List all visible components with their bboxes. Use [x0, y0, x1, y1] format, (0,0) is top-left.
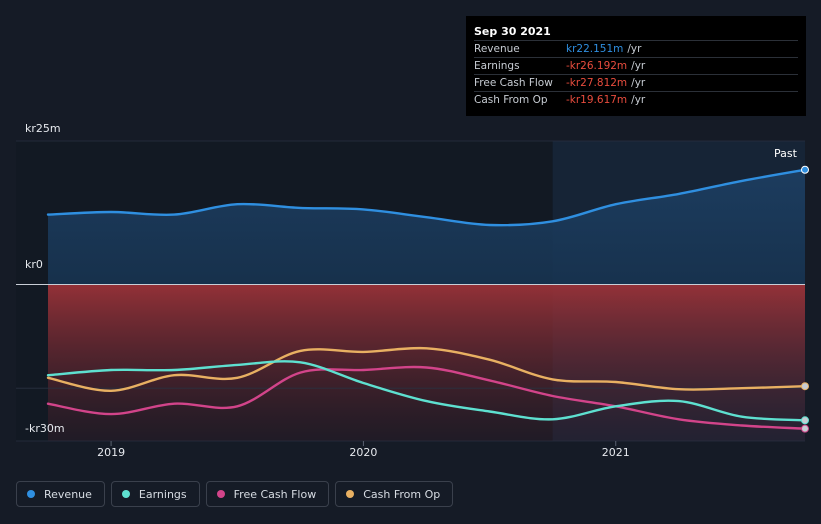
- tooltip-value: kr22.151m: [566, 43, 624, 55]
- earnings-end-marker: [801, 416, 809, 425]
- y-tick-label-bottom: -kr30m: [25, 422, 65, 435]
- tooltip-unit: /yr: [631, 94, 646, 106]
- revenue-area: [48, 169, 805, 285]
- legend-item-cash-from-op[interactable]: Cash From Op: [335, 481, 454, 507]
- legend-label: Cash From Op: [363, 487, 441, 501]
- legend-dot-icon: [27, 490, 35, 498]
- free-cash-flow-line: [46, 365, 807, 430]
- tooltip-row-earnings: Earnings -kr26.192m /yr: [474, 57, 798, 74]
- legend-item-revenue[interactable]: Revenue: [16, 481, 105, 507]
- tooltip-label: Cash From Op: [474, 94, 548, 106]
- free-cash-flow-end-marker: [801, 424, 809, 433]
- tooltip-label: Revenue: [474, 43, 520, 55]
- data-tooltip: Sep 30 2021 Revenue kr22.151m /yr Earnin…: [466, 16, 806, 116]
- tooltip-value: -kr27.812m: [566, 77, 628, 89]
- tooltip-row-revenue: Revenue kr22.151m /yr: [474, 40, 798, 57]
- tooltip-row-cash-from-op: Cash From Op -kr19.617m /yr: [474, 91, 798, 108]
- legend-dot-icon: [346, 490, 355, 498]
- y-tick-label-top: kr25m: [25, 122, 61, 135]
- x-tick-label-2019: 2019: [97, 446, 126, 459]
- legend-label: Earnings: [138, 487, 187, 501]
- legend-dot-icon: [216, 490, 225, 498]
- tooltip-date: Sep 30 2021: [474, 25, 551, 38]
- chart-legend: Revenue Earnings Free Cash Flow Cash Fro…: [16, 481, 454, 507]
- revenue-line: [46, 168, 807, 227]
- revenue-end-marker: [801, 165, 809, 174]
- tooltip-value: -kr19.617m: [566, 94, 628, 106]
- legend-item-free-cash-flow[interactable]: Free Cash Flow: [205, 481, 330, 507]
- x-tick-label-2020: 2020: [349, 446, 378, 459]
- legend-label: Revenue: [44, 487, 92, 501]
- tooltip-label: Free Cash Flow: [474, 77, 553, 89]
- legend-dot-icon: [121, 490, 130, 498]
- past-label: Past: [774, 147, 797, 160]
- tooltip-unit: /yr: [631, 60, 646, 72]
- tooltip-row-free-cash-flow: Free Cash Flow -kr27.812m /yr: [474, 74, 798, 91]
- tooltip-value: -kr26.192m: [566, 60, 628, 72]
- x-tick-label-2021: 2021: [601, 446, 630, 459]
- tooltip-unit: /yr: [631, 77, 646, 89]
- cash-from-op-line: [46, 346, 807, 393]
- cash-from-op-end-marker: [801, 382, 809, 391]
- y-tick-label-zero: kr0: [25, 258, 43, 271]
- earnings-line: [46, 360, 807, 422]
- legend-item-earnings[interactable]: Earnings: [110, 481, 200, 507]
- legend-label: Free Cash Flow: [233, 487, 317, 501]
- tooltip-unit: /yr: [627, 43, 642, 55]
- tooltip-label: Earnings: [474, 60, 520, 72]
- negative-area: [48, 284, 805, 441]
